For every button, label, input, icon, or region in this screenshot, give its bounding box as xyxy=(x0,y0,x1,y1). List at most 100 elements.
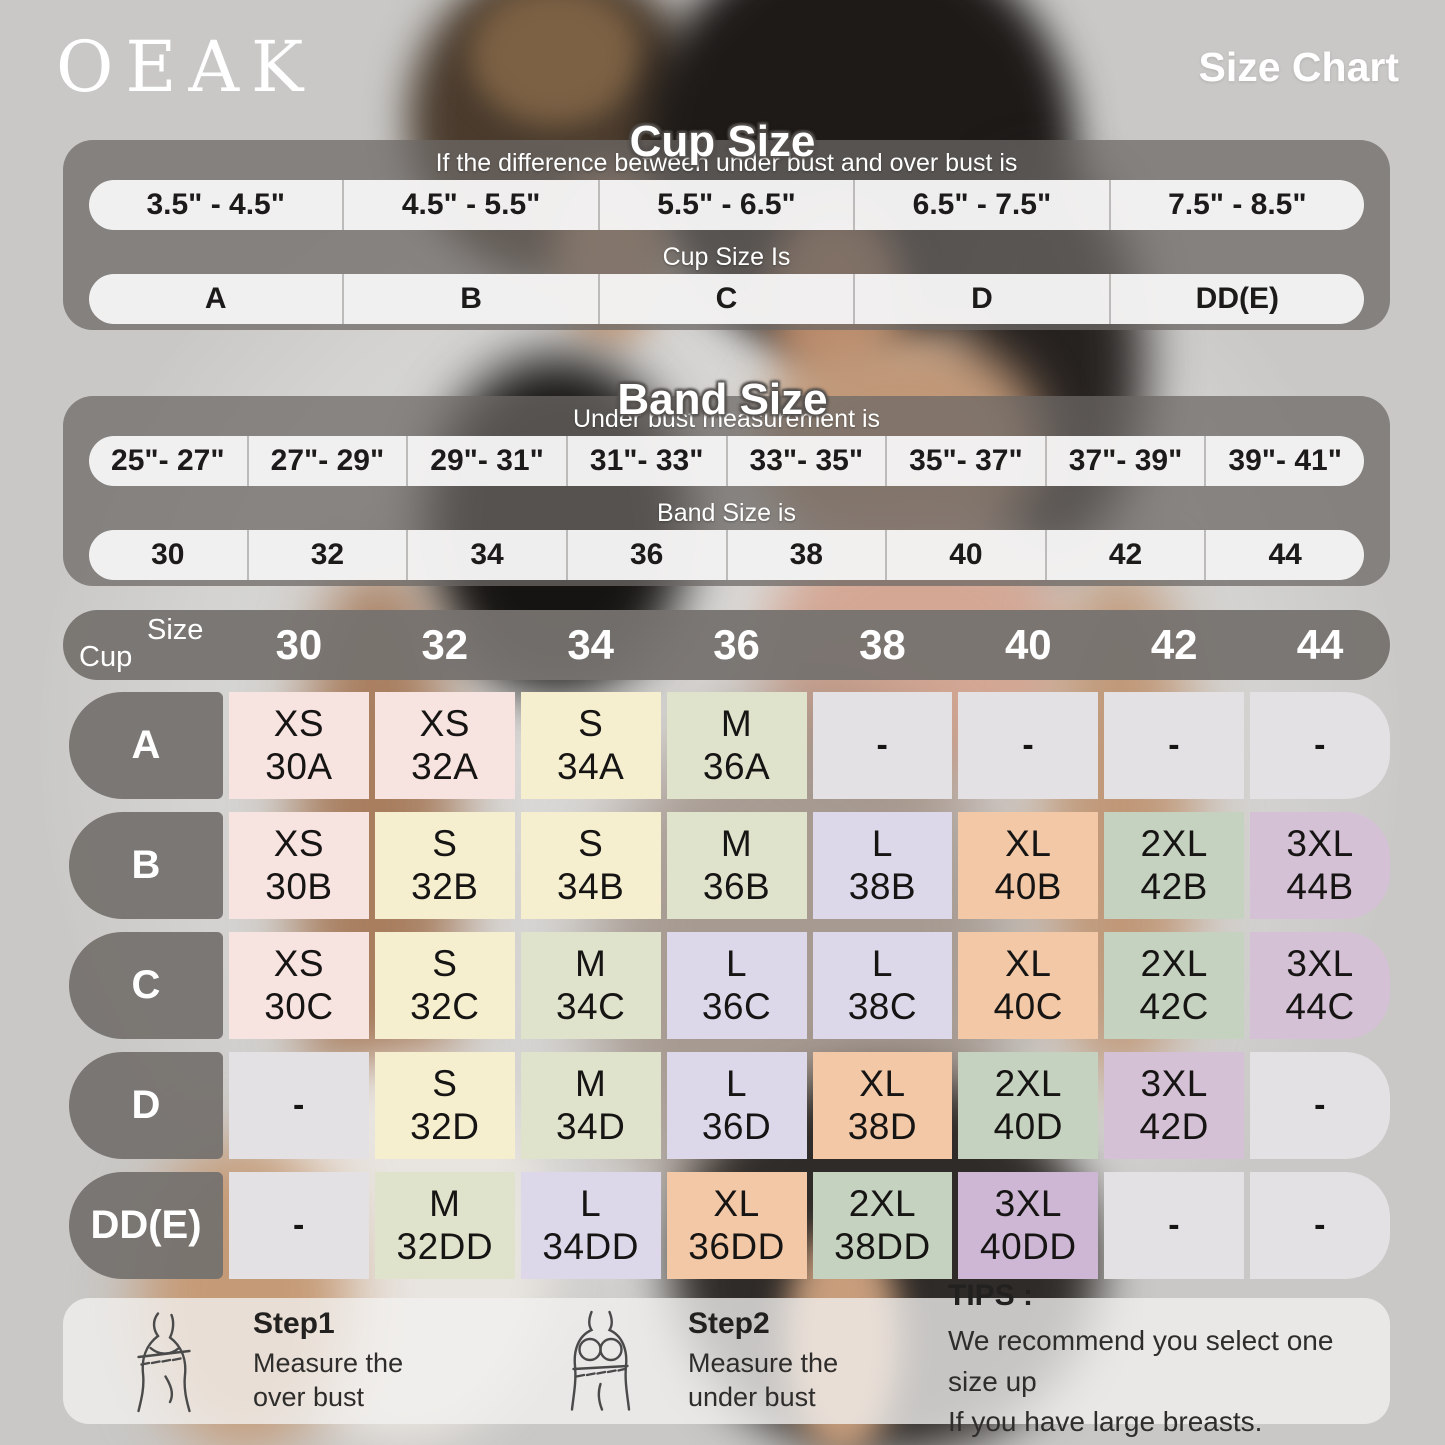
cell-size-label: M xyxy=(575,942,607,984)
tips-line2: If you have large breasts. xyxy=(948,1406,1263,1438)
band-number-cell: 40 xyxy=(885,530,1045,580)
cell-size-label: 3XL xyxy=(1286,822,1354,864)
cell-code-label: 38DD xyxy=(834,1225,931,1267)
band-number-cell: 38 xyxy=(725,530,886,580)
matrix-row-label: D xyxy=(69,1052,223,1159)
cell-code-label: 38B xyxy=(848,865,917,907)
matrix-cell: M 34D xyxy=(520,1052,661,1159)
cell-code-label: 40C xyxy=(993,985,1063,1027)
matrix-cell: S 34B xyxy=(520,812,661,919)
matrix-cell: M 36A xyxy=(666,692,807,799)
step1-title: Step1 xyxy=(253,1307,335,1341)
band-number-cell: 36 xyxy=(565,530,726,580)
tips-title: TIPS : xyxy=(948,1279,1034,1313)
cell-size-label: L xyxy=(726,1062,748,1104)
step1-line2: over bust xyxy=(253,1382,365,1412)
matrix-cell-empty: - xyxy=(1250,1052,1390,1159)
matrix-cell: XL 38D xyxy=(812,1052,953,1159)
cell-size-label: L xyxy=(871,822,893,864)
band-size-title: Band Size xyxy=(617,374,828,424)
matrix-column-header: 42 xyxy=(1150,621,1198,668)
cell-code-label: 38D xyxy=(847,1105,918,1147)
cell-size-label: XS xyxy=(273,942,325,984)
matrix-cell: 2XL 42C xyxy=(1104,932,1245,1039)
matrix-cell: 2XL 40D xyxy=(958,1052,1099,1159)
cell-size-label: M xyxy=(575,1062,607,1104)
band-range-cell: 33"- 35" xyxy=(725,436,886,486)
cell-size-label: M xyxy=(429,1182,461,1224)
cell-size-label: L xyxy=(580,1182,602,1224)
cell-code-label: 34DD xyxy=(542,1225,639,1267)
band-number-cell: 30 xyxy=(151,538,185,571)
step1-text: Measure the over bust xyxy=(253,1347,438,1415)
size-matrix: A XS 30A XS 32A S 34A M 36A - - - - B XS 30B S 32B S 34B M 36… xyxy=(63,692,1390,1279)
band-number-row: 30 32 34 36 38 40 42 44 xyxy=(89,530,1364,580)
cell-size-label: M xyxy=(720,822,753,864)
matrix-cell-empty: - xyxy=(958,692,1099,799)
matrix-column-header: 36 xyxy=(713,621,760,668)
tips-line1: We recommend you select one size up xyxy=(948,1325,1334,1397)
matrix-cell: L 38C xyxy=(812,932,953,1039)
matrix-row: D - S 32D M 34D L 36D XL 38D 2XL 40D 3XL 42D - xyxy=(63,1052,1390,1159)
cell-code-label: 30A xyxy=(265,745,333,787)
matrix-row: B XS 30B S 32B S 34B M 36B L 38B XL 40B 2XL 42B 3XL 44B xyxy=(63,812,1390,919)
band-range-cell: 37"- 39" xyxy=(1044,436,1205,486)
matrix-row-label: B xyxy=(69,812,223,919)
cup-range-cell: 7.5" - 8.5" xyxy=(1108,180,1364,230)
matrix-cell: L 36D xyxy=(666,1052,807,1159)
step1-block: Step1 Measure the over bust xyxy=(253,1307,438,1415)
matrix-cell: S 32B xyxy=(374,812,515,919)
matrix-column-header: 30 xyxy=(275,621,323,668)
matrix-cell: XS 30C xyxy=(229,932,369,1039)
matrix-cell: L 36C xyxy=(666,932,807,1039)
cell-code-label: 42D xyxy=(1139,1105,1209,1147)
matrix-cell: XS 30A xyxy=(229,692,369,799)
matrix-cell: XS 32A xyxy=(374,692,515,799)
cell-code-label: 36DD xyxy=(688,1225,785,1267)
cell-size-label: S xyxy=(578,702,604,744)
matrix-cell-empty: - xyxy=(1104,692,1245,799)
cell-code-label: 36C xyxy=(701,985,772,1027)
cell-code-label: 40D xyxy=(993,1105,1063,1147)
band-number-cell: 34 xyxy=(406,530,566,580)
measure-under-bust-icon xyxy=(570,1310,631,1411)
step2-text: Measure the under bust xyxy=(688,1347,873,1415)
matrix-cell: 2XL 38DD xyxy=(812,1172,953,1279)
cell-code-label: 42B xyxy=(1140,865,1208,907)
cell-size-label: L xyxy=(726,942,748,984)
cell-size-label: XS xyxy=(419,702,470,744)
cup-size-panel: If the difference between under bust and… xyxy=(63,140,1390,330)
matrix-cell: L 34DD xyxy=(520,1172,661,1279)
matrix-cell-empty: - xyxy=(229,1172,369,1279)
cell-code-label: 34A xyxy=(557,745,625,787)
matrix-row: A XS 30A XS 32A S 34A M 36A - - - - xyxy=(63,692,1390,799)
corner-size-label: Size xyxy=(147,614,204,646)
cell-size-label: 3XL xyxy=(1140,1062,1208,1104)
matrix-cell-empty: - xyxy=(1250,1172,1390,1279)
cup-range-cell: 5.5" - 6.5" xyxy=(597,180,853,230)
cup-size-subtitle: If the difference between under bust and… xyxy=(435,149,1018,177)
measure-over-bust-icon xyxy=(137,1311,191,1412)
band-range-cell: 27"- 29" xyxy=(246,436,407,486)
matrix-header-row: Size Cup 30 32 34 36 38 40 42 44 xyxy=(63,610,1390,680)
cell-size-label: XL xyxy=(1005,822,1052,864)
cell-code-label: 40B xyxy=(994,865,1062,907)
cup-letter-cell: C xyxy=(597,274,853,324)
matrix-cell: XL 40B xyxy=(958,812,1099,919)
matrix-cell: S 32C xyxy=(374,932,515,1039)
measure-instructions-panel: Step1 Measure the over bust Step2 Measur… xyxy=(63,1279,1390,1437)
matrix-cell: S 32D xyxy=(374,1052,515,1159)
cell-code-label: 36A xyxy=(702,745,771,787)
band-range-cell: 31"- 33" xyxy=(565,436,726,486)
cell-size-label: S xyxy=(432,942,458,984)
matrix-row: DD(E) - M 32DD L 34DD XL 36DD 2XL 38DD 3XL 40DD - - xyxy=(63,1172,1390,1279)
cell-size-label: XL xyxy=(713,1182,760,1224)
band-range-cell: 25"- 27" xyxy=(111,444,225,477)
cell-code-label: 32DD xyxy=(396,1225,494,1267)
band-range-cell: 29"- 31" xyxy=(406,436,566,486)
left-model-hair-bun xyxy=(470,0,640,125)
cell-size-label: 2XL xyxy=(1140,942,1208,984)
band-size-subtitle: Under bust measurement is xyxy=(572,405,881,433)
matrix-cell: XS 30B xyxy=(229,812,369,919)
